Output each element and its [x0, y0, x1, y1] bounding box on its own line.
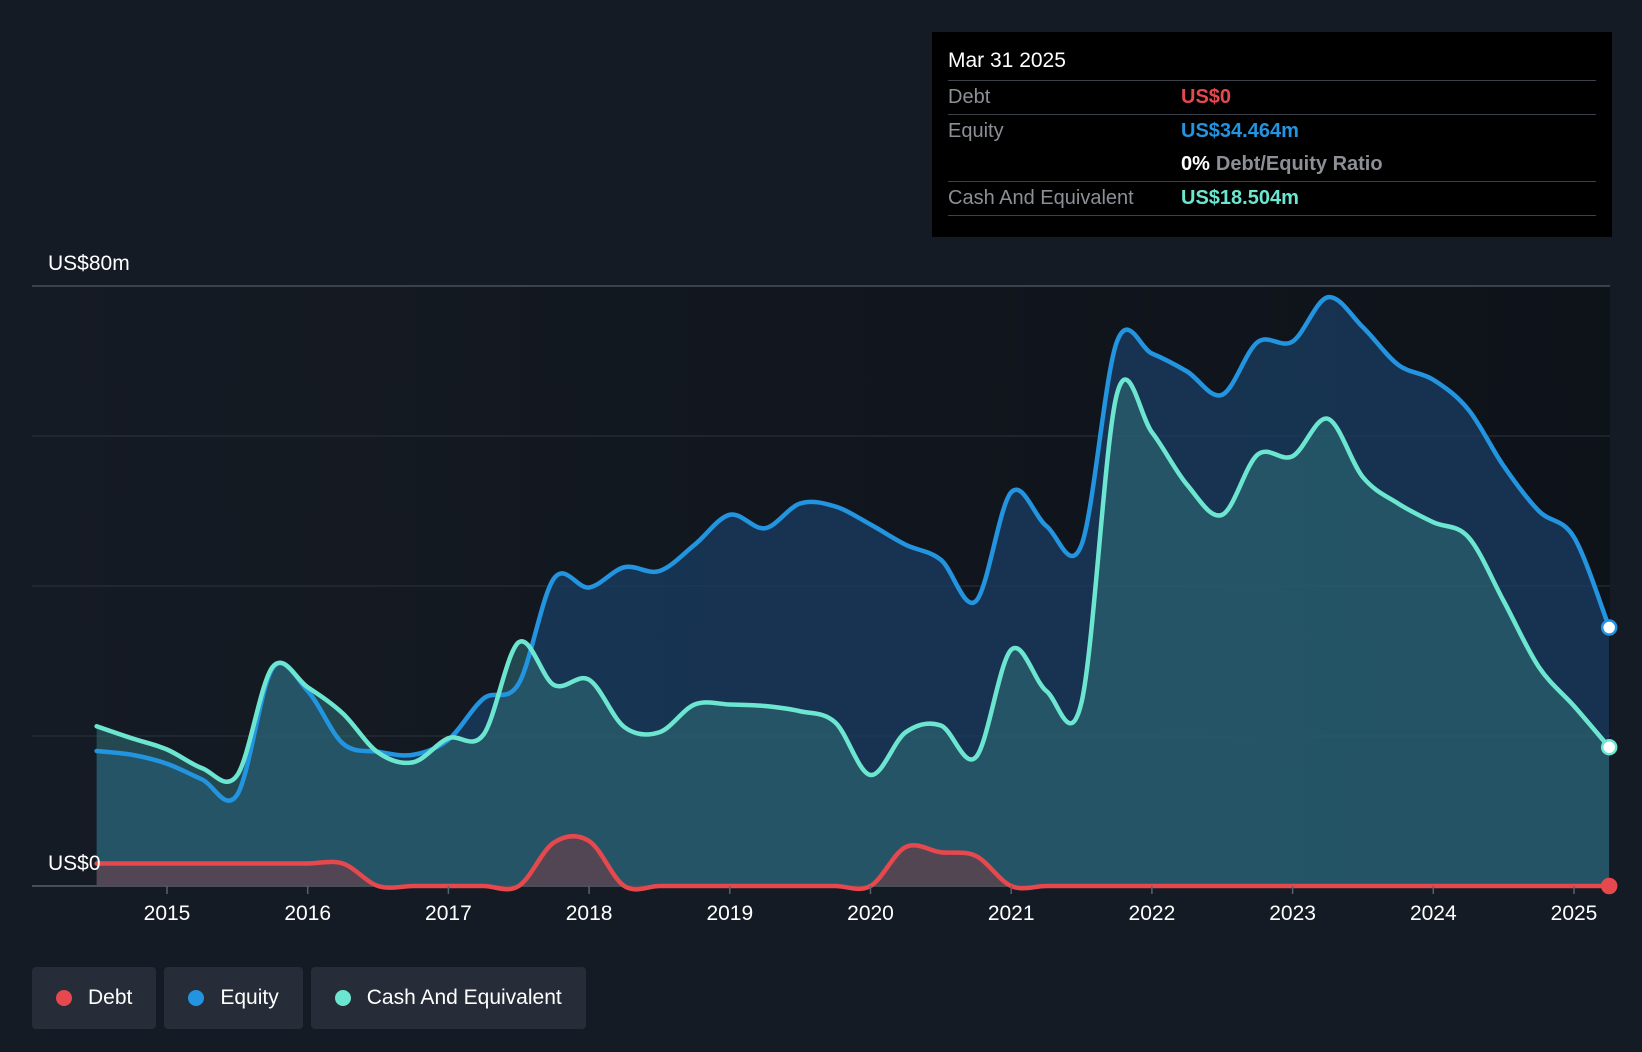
legend-dot-debt	[56, 990, 72, 1006]
tooltip-debt-label: Debt	[948, 86, 991, 108]
x-tick-label: 2020	[847, 902, 894, 925]
legend-label-debt: Debt	[88, 986, 133, 1009]
legend-item-equity[interactable]: Equity	[164, 967, 303, 1029]
hover-tooltip: Mar 31 2025 Debt US$0 Equity US$34.464m …	[932, 32, 1612, 237]
x-tick-label: 2016	[284, 902, 331, 925]
x-tick-label: 2019	[706, 902, 753, 925]
x-tick-label: 2022	[1129, 902, 1176, 925]
x-tick-label: 2021	[988, 902, 1035, 925]
end-markers	[1600, 619, 1618, 895]
tooltip-row-ratio: 0% Debt/Equity Ratio	[948, 148, 1596, 181]
series-lines	[94, 294, 1612, 892]
tooltip-ratio-value: 0%	[1181, 153, 1210, 175]
end-marker-cash	[1600, 738, 1618, 756]
end-marker-debt	[1600, 877, 1618, 895]
x-tick-label: 2024	[1410, 902, 1457, 925]
x-tick-label: 2017	[425, 902, 472, 925]
legend-dot-equity	[188, 990, 205, 1006]
x-tick-label: 2025	[1551, 902, 1598, 925]
legend-item-cash[interactable]: Cash And Equivalent	[310, 967, 586, 1029]
legend-label-cash: Cash And Equivalent	[366, 986, 562, 1009]
line-cash	[94, 377, 1612, 784]
tooltip-row-equity: Equity US$34.464m	[948, 114, 1596, 148]
tooltip-ratio-label: Debt/Equity Ratio	[1215, 153, 1383, 175]
x-tick-label: 2018	[566, 902, 613, 925]
line-equity	[94, 294, 1612, 803]
legend-dot-cash	[334, 990, 351, 1006]
tooltip-cash-value: US$18.504m	[1181, 187, 1299, 209]
tooltip-cash-label: Cash And Equivalent	[948, 187, 1134, 209]
tooltip-equity-label: Equity	[948, 120, 1004, 142]
end-marker-equity	[1600, 619, 1618, 636]
y-label-min: US$0	[48, 852, 101, 875]
y-label-max: US$80m	[48, 252, 130, 275]
legend-item-debt[interactable]: Debt	[32, 967, 157, 1029]
tooltip-date: Mar 31 2025	[948, 49, 1066, 72]
chart-legend: Debt Equity Cash And Equivalent	[32, 967, 586, 1029]
legend-label-equity: Equity	[220, 986, 279, 1009]
line-debt	[94, 833, 1612, 892]
tooltip-equity-value: US$34.464m	[1181, 120, 1299, 142]
x-tick-label: 2023	[1269, 902, 1316, 925]
x-tick-label: 2015	[144, 902, 191, 925]
tooltip-debt-value: US$0	[1181, 86, 1232, 108]
area-debt	[96, 836, 1610, 890]
tooltip-row-cash: Cash And Equivalent US$18.504m	[948, 181, 1596, 216]
axes: 2015 2016 2017 2018 2019 2020 2021 2022 2023 2024…	[48, 252, 1597, 925]
tooltip-row-debt: Debt US$0	[948, 80, 1596, 114]
